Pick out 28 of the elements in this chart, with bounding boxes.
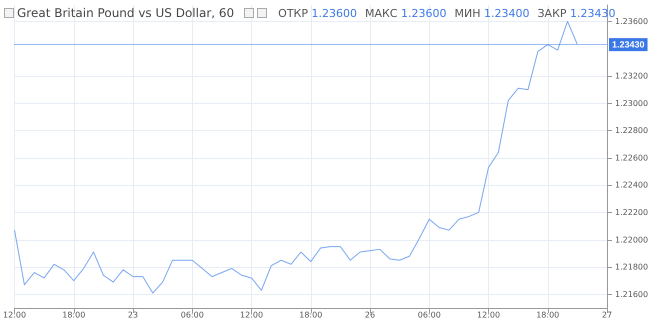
- y-tick-label: 1.21600: [615, 290, 648, 299]
- x-tick-label: 23: [128, 310, 138, 320]
- x-tick-label: 06:00: [180, 310, 204, 320]
- y-tick-label: 1.23200: [615, 71, 648, 80]
- x-tick-label: 18:00: [536, 310, 560, 320]
- y-tick-label: 1.23000: [615, 98, 648, 108]
- annotation: МАКС 1.23600: [364, 6, 446, 20]
- x-tick-label: 12:00: [240, 310, 264, 320]
- annotation: ЗАКР 1.23430: [538, 6, 616, 20]
- ref-line-label: 1.23430: [612, 40, 645, 50]
- x-tick-label: 27: [602, 310, 612, 320]
- x-tick-label: 26: [364, 310, 376, 320]
- y-tick-label: 1.22400: [615, 180, 648, 190]
- y-tick-label: 1.21800: [615, 262, 648, 272]
- x-tick-label: 06:00: [418, 310, 441, 320]
- annotation: МИН 1.23400: [454, 6, 530, 20]
- y-tick-label: 1.22000: [615, 235, 648, 244]
- y-tick-label: 1.22200: [615, 208, 648, 217]
- y-tick-label: 1.22800: [615, 126, 648, 136]
- y-tick-label: 1.23600: [615, 16, 648, 26]
- x-tick-label: 18:00: [299, 310, 322, 320]
- x-tick-label: 12:00: [2, 310, 26, 320]
- line-series: [14, 20, 578, 294]
- annotation: ОТКР 1.23600: [278, 6, 357, 20]
- chart-title: Great Britain Pound vs US Dollar, 60: [17, 6, 234, 20]
- x-tick-label: 18:00: [62, 310, 86, 320]
- y-tick-label: 1.22600: [615, 153, 648, 162]
- x-tick-label: 12:00: [476, 310, 500, 320]
